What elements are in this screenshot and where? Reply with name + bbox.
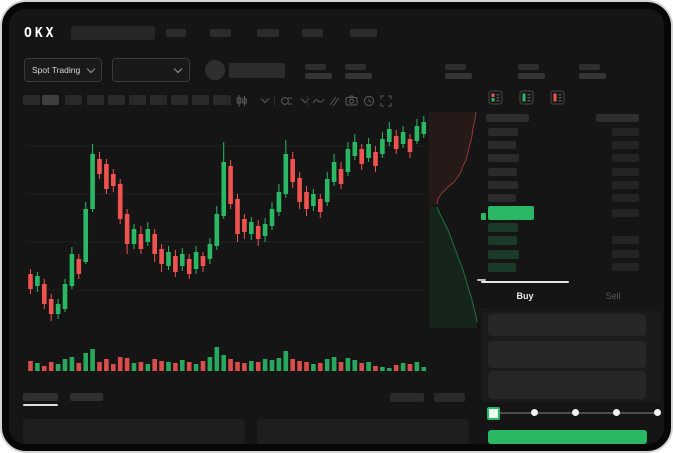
- timeframe-slot[interactable]: [213, 95, 230, 105]
- nav-item-placeholder[interactable]: [210, 29, 231, 37]
- ticker-stat-value-placeholder: [518, 73, 545, 79]
- parallel-channel-icon[interactable]: [328, 94, 340, 107]
- orders-table-placeholder: [23, 419, 245, 444]
- ask-price-bar[interactable]: [488, 194, 516, 202]
- depth-chart: [429, 112, 478, 328]
- slider-handle[interactable]: [487, 407, 500, 420]
- nav-item-placeholder[interactable]: [350, 29, 377, 37]
- bid-amount-bar[interactable]: [612, 263, 639, 272]
- ask-price-bar[interactable]: [488, 180, 518, 189]
- timeframe-slot[interactable]: [171, 95, 188, 105]
- slider-step-dot[interactable]: [572, 409, 579, 416]
- ask-amount-bar[interactable]: [612, 154, 639, 163]
- market-type-dropdown[interactable]: Spot Trading: [24, 58, 102, 82]
- ask-amount-bar[interactable]: [612, 141, 639, 150]
- fullscreen-icon[interactable]: [380, 94, 392, 107]
- timeframe-slot[interactable]: [42, 95, 59, 105]
- ask-amount-bar[interactable]: [612, 180, 639, 189]
- toolbar-divider: [307, 95, 308, 106]
- camera-icon[interactable]: [345, 94, 358, 107]
- slider-step-dot[interactable]: [531, 409, 538, 416]
- orders-action-button[interactable]: [390, 393, 424, 402]
- buy-tab-label: Buy: [516, 291, 534, 301]
- buy-tab[interactable]: Buy: [481, 281, 569, 309]
- ticker-stat-label-placeholder: [579, 64, 600, 70]
- ticker-stat-label-placeholder: [305, 64, 326, 70]
- orders-action-button[interactable]: [434, 393, 465, 402]
- timeframe-slot[interactable]: [150, 95, 167, 105]
- nav-item-placeholder[interactable]: [257, 29, 279, 37]
- search-bar-placeholder[interactable]: [71, 26, 155, 40]
- ask-price-bar[interactable]: [488, 141, 516, 150]
- bid-price-bar[interactable]: [488, 263, 516, 273]
- price-chart[interactable]: [27, 114, 427, 330]
- ticker-stat-value-placeholder: [305, 73, 332, 79]
- slider-step-dot[interactable]: [654, 409, 661, 416]
- ask-amount-bar[interactable]: [612, 167, 639, 176]
- timeframe-slot[interactable]: [65, 95, 82, 105]
- buy-submit-button[interactable]: [488, 430, 647, 444]
- ask-price-bar[interactable]: [488, 154, 519, 163]
- ask-amount-bar[interactable]: [612, 128, 639, 136]
- ticker-stat-value-placeholder: [345, 73, 372, 79]
- coin-avatar: [205, 60, 225, 80]
- timeframe-slot[interactable]: [129, 95, 146, 105]
- ticker-stat-value-placeholder: [445, 73, 472, 79]
- chevron-down-icon: [86, 64, 96, 73]
- timeframe-slot[interactable]: [87, 95, 104, 105]
- chevron-down-icon[interactable]: [258, 94, 270, 107]
- bid-amount-bar[interactable]: [612, 236, 639, 245]
- ticker-stat-label-placeholder: [518, 64, 539, 70]
- line-tool-icon[interactable]: [312, 94, 325, 107]
- bid-price-bar[interactable]: [488, 249, 519, 259]
- orders-tab-placeholder[interactable]: [70, 393, 103, 401]
- timeframe-slot[interactable]: [108, 95, 125, 105]
- bid-price-bar[interactable]: [488, 223, 518, 232]
- ask-price-bar[interactable]: [488, 128, 518, 136]
- volume-bars: [28, 347, 427, 371]
- okx-logo: OKX: [24, 25, 57, 42]
- last-price-marker: [481, 213, 486, 220]
- timeframe-slot[interactable]: [23, 95, 40, 105]
- trade-side-tabs: Buy Sell: [481, 281, 657, 310]
- mid-price-dash: [477, 279, 486, 281]
- slider-step-dot[interactable]: [613, 409, 620, 416]
- sell-tab[interactable]: Sell: [569, 281, 657, 309]
- order-form-field[interactable]: [488, 314, 646, 336]
- history-clock-icon[interactable]: [363, 94, 375, 107]
- last-price-bar: [488, 206, 534, 220]
- app-window: OKX Spot Trading: [9, 9, 664, 444]
- ticker-stat-value-placeholder: [579, 73, 606, 79]
- nav-item-placeholder[interactable]: [166, 29, 186, 37]
- toolbar-divider: [274, 95, 275, 106]
- timeframe-slot[interactable]: [192, 95, 209, 105]
- ticker-stat-label-placeholder: [345, 64, 366, 70]
- bid-price-bar[interactable]: [488, 236, 517, 246]
- toolbar-divider: [230, 95, 231, 106]
- chevron-down-icon: [173, 64, 183, 73]
- indicators-icon[interactable]: [280, 94, 294, 107]
- book-price-header-placeholder: [486, 114, 529, 122]
- book-bids-view-icon[interactable]: [519, 90, 534, 105]
- candle-style-icon[interactable]: [235, 94, 248, 107]
- bid-amount-bar[interactable]: [612, 249, 639, 258]
- book-amount-header-placeholder: [596, 114, 639, 122]
- pair-name-placeholder: [229, 63, 285, 78]
- book-asks-view-icon[interactable]: [550, 90, 565, 105]
- pair-dropdown[interactable]: [112, 58, 190, 82]
- order-form-field[interactable]: [488, 371, 646, 399]
- last-price-amount-bar: [612, 209, 639, 217]
- orders-table-placeholder: [257, 419, 469, 444]
- nav-item-placeholder[interactable]: [302, 29, 323, 37]
- ticker-stat-label-placeholder: [445, 64, 466, 70]
- ask-price-bar[interactable]: [488, 167, 517, 176]
- active-tab-underline: [23, 404, 58, 406]
- order-form-field[interactable]: [488, 341, 646, 368]
- sell-tab-label: Sell: [605, 291, 621, 301]
- orders-tab-placeholder[interactable]: [23, 393, 58, 401]
- ask-amount-bar[interactable]: [612, 194, 639, 202]
- market-type-label: Spot Trading: [32, 65, 81, 75]
- book-split-view-icon[interactable]: [488, 90, 503, 105]
